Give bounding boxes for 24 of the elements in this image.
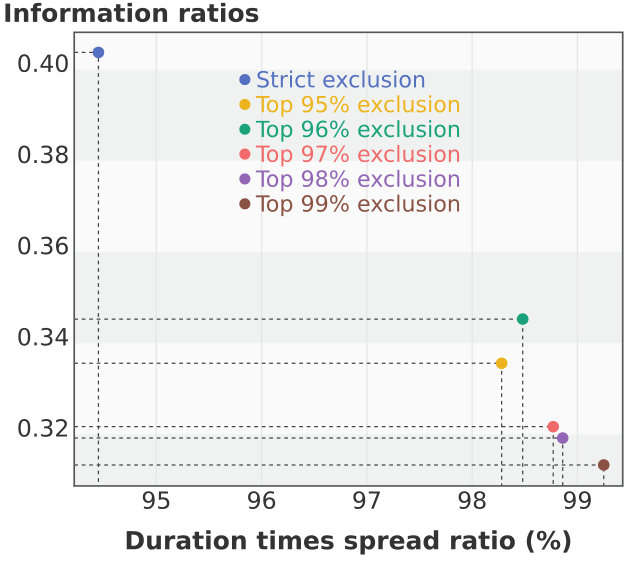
point xyxy=(92,46,104,58)
x-tick-label: 99 xyxy=(564,491,591,510)
x-axis-title: Duration times spread ratio (%) xyxy=(126,530,570,554)
point xyxy=(496,357,508,370)
y-tick-label: 0.40 xyxy=(18,54,68,72)
x-tick-label: 98 xyxy=(458,491,486,510)
y-tick-label: 0.38 xyxy=(18,145,68,164)
point xyxy=(547,420,560,432)
y-axis-title: Information ratios xyxy=(5,2,258,22)
y-tick-label: 0.32 xyxy=(18,419,67,437)
legend-label: Top 96% exclusion xyxy=(256,120,460,142)
y-tick-label: 0.36 xyxy=(18,236,68,255)
legend-label: Top 97% exclusion xyxy=(256,144,460,166)
legend-label: Top 98% exclusion xyxy=(256,170,460,192)
legend-label: Top 95% exclusion xyxy=(256,95,460,117)
x-tick-label: 95 xyxy=(142,491,170,510)
legend-label: Top 99% exclusion xyxy=(256,194,460,216)
y-tick-label: 0.34 xyxy=(18,328,68,346)
x-tick-label: 97 xyxy=(353,491,380,510)
point xyxy=(516,313,529,325)
legend-label: Strict exclusion xyxy=(257,70,424,88)
x-tick-label: 96 xyxy=(248,491,276,510)
point xyxy=(556,432,569,444)
point xyxy=(598,459,610,471)
